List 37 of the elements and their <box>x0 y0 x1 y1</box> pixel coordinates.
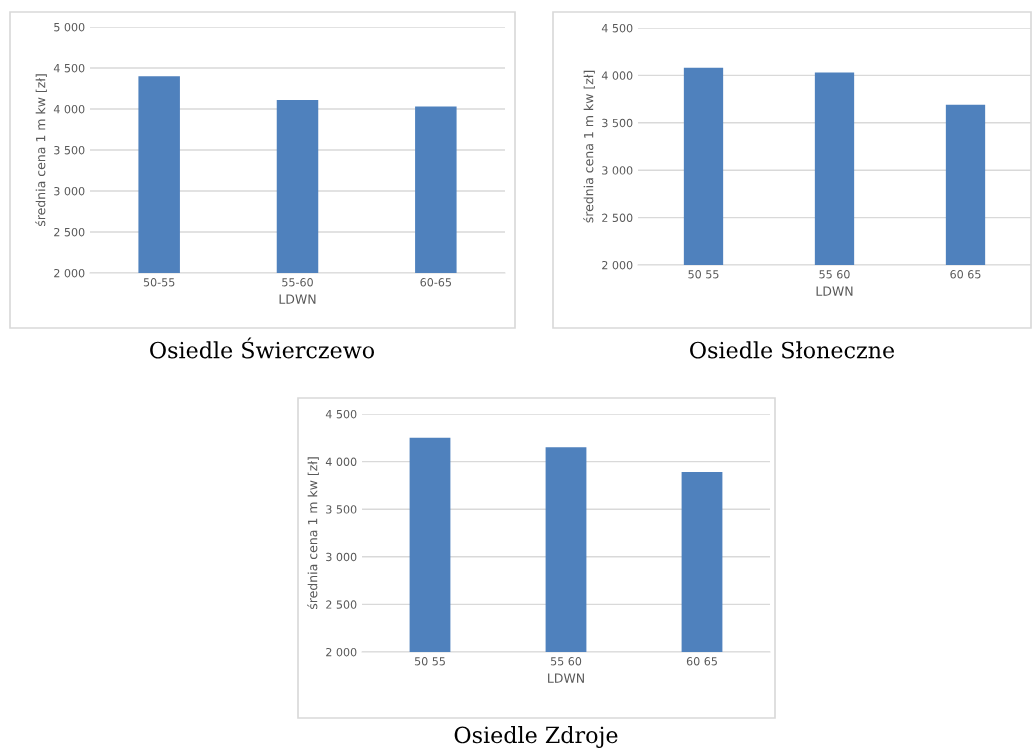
x-tick-label: 55-60 <box>282 278 313 287</box>
text: Osiedle Zdroje <box>454 726 618 748</box>
y-tick-label: 5 000 <box>54 22 85 32</box>
y-tick-label: 2 000 <box>54 268 85 278</box>
y-tick-label: 3 500 <box>326 505 357 514</box>
text: Osiedle Świerczewo <box>150 337 375 359</box>
x-tick-label: 55 60 <box>819 270 850 279</box>
y-axis-title: średnia cena 1 m kw [zł] <box>307 457 319 610</box>
y-tick-label: 4 500 <box>53 63 85 73</box>
y-tick-label: 2 500 <box>602 213 633 222</box>
y-tick-label: 2 000 <box>326 647 357 657</box>
x-tick-label: 60-65 <box>420 278 452 287</box>
x-tick-label: 60 65 <box>686 657 717 666</box>
text: Osiedle Słoneczne <box>690 341 895 359</box>
x-tick-label: 55 60 <box>550 657 582 666</box>
y-tick-label: 4 000 <box>601 71 633 80</box>
y-tick-label: 4 500 <box>601 23 633 33</box>
y-tick-label: 3 000 <box>602 166 633 175</box>
y-tick-label: 3 500 <box>602 118 633 128</box>
y-tick-label: 4 000 <box>325 457 357 466</box>
y-tick-label: 4 000 <box>53 104 85 114</box>
y-tick-label: 2 500 <box>326 600 357 609</box>
x-tick-label: 60 65 <box>950 270 981 279</box>
y-tick-label: 3 000 <box>326 552 357 562</box>
x-axis-title: LDWN <box>816 286 853 296</box>
x-tick-label: 50-55 <box>143 278 175 287</box>
x-axis-title: LDWN <box>279 294 316 304</box>
y-tick-label: 2 000 <box>602 260 633 270</box>
y-tick-label: 2 500 <box>54 227 85 237</box>
x-axis-title: LDWN <box>548 673 584 683</box>
x-tick-label: 50 55 <box>688 270 719 279</box>
y-axis-title: średnia cena 1 m kw [zł] <box>35 74 47 227</box>
x-tick-label: 50 55 <box>414 657 445 666</box>
y-tick-label: 4 500 <box>325 409 357 419</box>
y-tick-label: 3 000 <box>54 186 85 196</box>
y-axis-title: średnia cena 1 m kw [zł] <box>583 70 595 223</box>
y-tick-label: 3 500 <box>54 145 85 155</box>
